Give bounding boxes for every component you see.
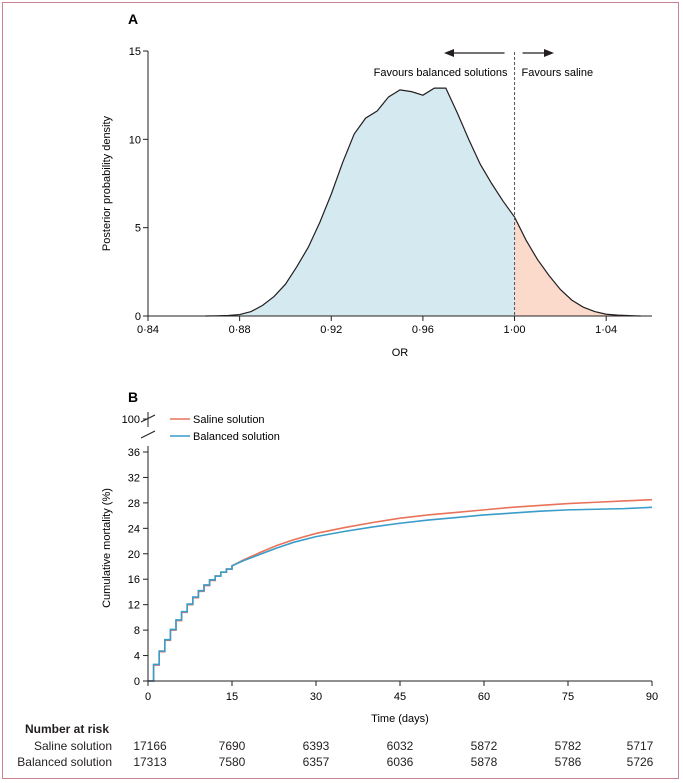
right-arrow-icon <box>544 49 554 57</box>
y-tick-label-break: 100 <box>122 414 140 426</box>
x-tick-label: 30 <box>310 691 322 703</box>
y-tick-label: 28 <box>128 498 140 510</box>
x-tick-label: 0 <box>145 691 151 703</box>
risk-value-saline: 7690 <box>218 739 246 753</box>
x-tick-label: 60 <box>478 691 490 703</box>
axis-break-mark <box>140 430 156 439</box>
x-tick-label: 90 <box>646 691 658 703</box>
y-tick-label: 0 <box>134 676 140 688</box>
risk-value-balanced: 17313 <box>133 755 167 769</box>
x-tick-label: 0·84 <box>137 324 159 336</box>
risk-row-label-saline: Saline solution <box>33 739 112 753</box>
risk-value-saline: 6032 <box>386 739 414 753</box>
risk-value-saline: 5717 <box>626 739 654 753</box>
risk-value-balanced: 6357 <box>302 755 330 769</box>
y-tick-label: 5 <box>135 223 141 235</box>
favours-balanced-label: Favours balanced solutions <box>374 67 508 79</box>
x-tick-label: 45 <box>394 691 406 703</box>
risk-value-balanced: 5786 <box>554 755 582 769</box>
y-tick-label: 10 <box>129 134 141 146</box>
risk-value-balanced: 5878 <box>470 755 498 769</box>
y-tick-label: 8 <box>134 625 140 637</box>
y-tick-label: 4 <box>134 651 140 663</box>
x-tick-label: 15 <box>226 691 238 703</box>
y-tick-label: 15 <box>129 46 141 58</box>
panel-a-posterior-density-chart: 0 5 10 15 0·84 0·88 0·92 0·96 1·00 1·04 A OR Posteri… <box>101 11 652 359</box>
y-tick-label: 24 <box>128 523 140 535</box>
x-tick-label: 0·96 <box>412 324 434 336</box>
y-tick-label: 36 <box>128 447 140 459</box>
panel-a-label: A <box>128 11 138 27</box>
density-curve <box>205 87 641 317</box>
risk-value-saline: 5872 <box>470 739 498 753</box>
x-tick-label: 0·92 <box>320 324 342 336</box>
x-tick-label: 1·00 <box>504 324 526 336</box>
x-tick-label: 0·88 <box>229 324 251 336</box>
risk-value-saline: 6393 <box>302 739 330 753</box>
risk-value-balanced: 7580 <box>218 755 246 769</box>
legend-label-saline: Saline solution <box>193 414 265 426</box>
y-tick-label: 16 <box>128 574 140 586</box>
risk-value-balanced: 6036 <box>386 755 414 769</box>
balanced-mortality-line <box>148 506 653 682</box>
x-tick-label: 1·04 <box>595 324 617 336</box>
x-axis-title: Time (days) <box>371 713 429 725</box>
risk-table-title: Number at risk <box>25 722 110 736</box>
favours-saline-area <box>514 217 641 316</box>
risk-value-saline: 5782 <box>554 739 582 753</box>
y-axis-title: Cumulative mortality (%) <box>101 488 113 608</box>
favours-balanced-area <box>205 88 515 316</box>
panel-b-cumulative-mortality-chart: 100 0 4 8 12 16 20 24 28 32 36 0 15 30 45 60 75 90 B Time (… <box>101 389 658 725</box>
x-axis-title: OR <box>392 347 409 359</box>
y-tick-label: 20 <box>128 549 140 561</box>
left-arrow-icon <box>444 49 454 57</box>
x-tick-label: 75 <box>562 691 574 703</box>
risk-value-balanced: 5726 <box>626 755 654 769</box>
y-tick-label: 0 <box>135 311 141 323</box>
y-axis-title: Posterior probability density <box>101 115 113 251</box>
legend-label-balanced: Balanced solution <box>193 431 280 443</box>
favours-saline-label: Favours saline <box>522 67 594 79</box>
risk-value-saline: 17166 <box>133 739 167 753</box>
risk-row-label-balanced: Balanced solution <box>17 755 112 769</box>
y-tick-label: 32 <box>128 472 140 484</box>
y-tick-label: 12 <box>128 600 140 612</box>
saline-mortality-line <box>148 498 653 682</box>
panel-b-label: B <box>128 389 138 405</box>
